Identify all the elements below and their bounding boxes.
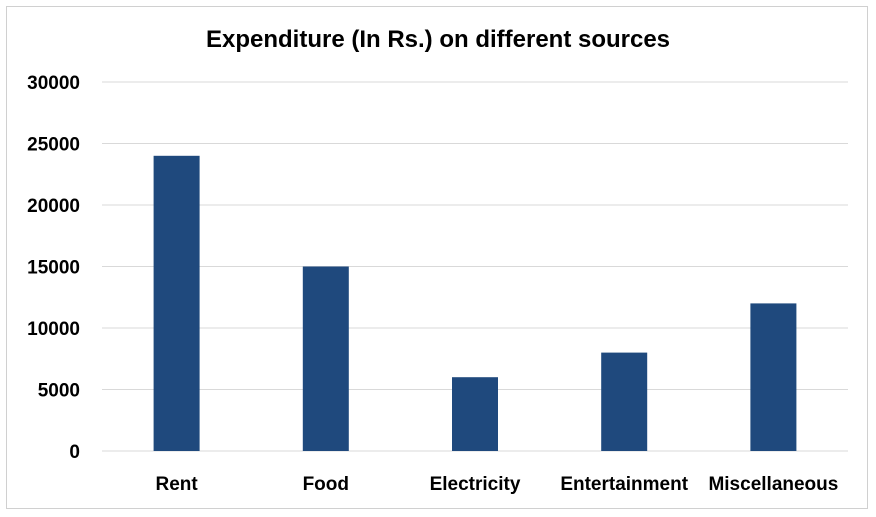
y-tick-label: 5000 <box>38 381 80 402</box>
category-label: Entertainment <box>560 474 688 495</box>
gridlines <box>102 81 848 452</box>
y-tick-label: 15000 <box>27 258 80 279</box>
chart-title: Expenditure (In Rs.) on different source… <box>206 26 670 53</box>
bar-electricity <box>452 377 498 451</box>
y-tick-label: 30000 <box>27 73 80 94</box>
y-tick-label: 0 <box>69 442 80 463</box>
y-axis-ticks: 0 5000 10000 15000 20000 25000 30000 <box>27 73 80 463</box>
bar-entertainment <box>601 352 648 451</box>
category-label: Food <box>303 474 349 495</box>
y-tick-label: 25000 <box>27 135 80 156</box>
bar-food <box>302 266 349 451</box>
bar-miscellaneous <box>750 303 797 451</box>
category-label: Electricity <box>430 474 521 495</box>
category-label: Miscellaneous <box>708 474 838 495</box>
y-tick-label: 10000 <box>27 319 80 340</box>
y-tick-label: 20000 <box>27 196 80 217</box>
category-label: Rent <box>155 474 198 495</box>
bar-rent <box>153 155 200 452</box>
chart-frame <box>6 6 868 509</box>
x-axis-categories: Rent Food Electricity Entertainment Miscella… <box>155 474 838 495</box>
bars <box>153 155 797 452</box>
